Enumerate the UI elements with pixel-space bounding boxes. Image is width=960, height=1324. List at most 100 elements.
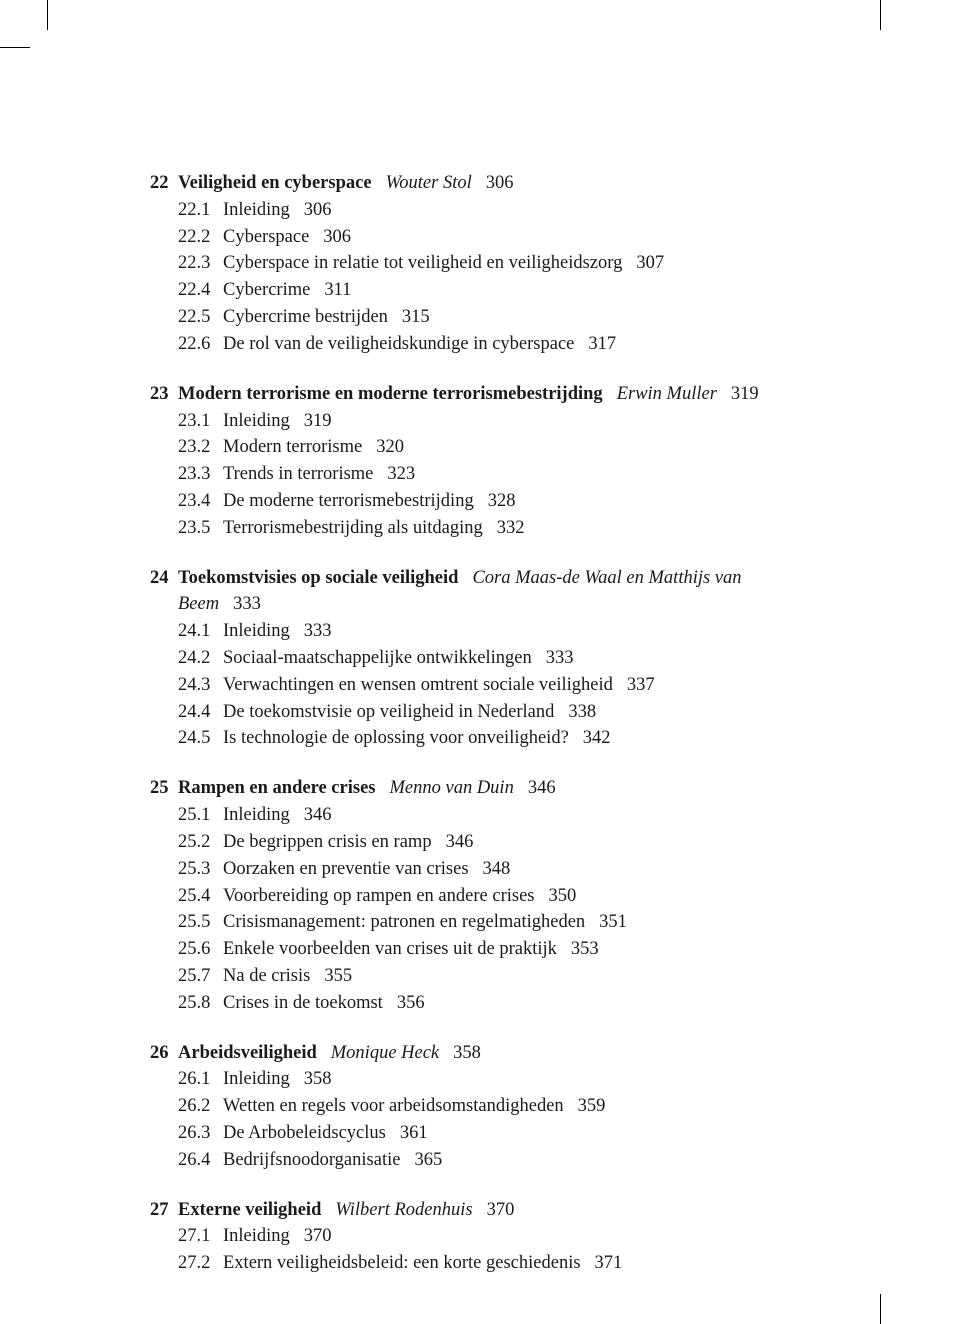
chapter-title: Externe veiligheid	[178, 1197, 321, 1224]
section-page: 315	[402, 304, 430, 331]
section-page: 337	[627, 672, 655, 699]
section-entry: 26.4Bedrijfsnoodorganisatie 365	[178, 1147, 820, 1174]
chapter-number: 22	[150, 170, 178, 197]
section-entry: 23.3Trends in terrorisme323	[178, 461, 820, 488]
section-entry: 24.5Is technologie de oplossing voor onv…	[178, 725, 820, 752]
chapter-page: 346	[528, 775, 556, 802]
section-title: Wetten en regels voor arbeidsomstandighe…	[223, 1093, 564, 1120]
author-cont-text: Beem	[178, 594, 219, 614]
chapter-page: 319	[731, 381, 759, 408]
section-page: 350	[548, 883, 576, 910]
chapter-page: 333	[233, 594, 261, 614]
section-number: 25.7	[178, 963, 223, 990]
section-title: Oorzaken en preventie van crises	[223, 856, 469, 883]
section-title: Inleiding	[223, 197, 290, 224]
section-number: 23.4	[178, 488, 223, 515]
chapter-block: 26ArbeidsveiligheidMonique Heck35826.1In…	[150, 1040, 820, 1174]
toc-page: 22Veiligheid en cyberspaceWouter Stol306…	[0, 0, 960, 1324]
section-page: 317	[588, 331, 616, 358]
section-page: 351	[599, 909, 627, 936]
section-number: 25.3	[178, 856, 223, 883]
chapter-title: Veiligheid en cyberspace	[178, 170, 372, 197]
section-page: 355	[324, 963, 352, 990]
section-number: 24.1	[178, 618, 223, 645]
section-number: 22.6	[178, 331, 223, 358]
section-title: De moderne terrorismebestrijding	[223, 488, 474, 515]
chapter-heading: 26ArbeidsveiligheidMonique Heck358	[150, 1040, 820, 1067]
chapter-block: 25Rampen en andere crisesMenno van Duin3…	[150, 775, 820, 1016]
section-page: 356	[397, 990, 425, 1017]
section-title: Cybercrime	[223, 277, 310, 304]
crop-mark	[0, 47, 30, 48]
section-entry: 24.4De toekomstvisie op veiligheid in Ne…	[178, 699, 820, 726]
section-number: 26.3	[178, 1120, 223, 1147]
section-page: 353	[571, 936, 599, 963]
section-page: 342	[583, 725, 611, 752]
section-entry: 22.5Cybercrime bestrijden315	[178, 304, 820, 331]
section-list: 23.1Inleiding31923.2Modern terrorisme320…	[178, 408, 820, 542]
section-page: 306	[304, 197, 332, 224]
section-entry: 26.2Wetten en regels voor arbeidsomstand…	[178, 1093, 820, 1120]
section-entry: 23.4De moderne terrorismebestrijding328	[178, 488, 820, 515]
section-title: De begrippen crisis en ramp	[223, 829, 432, 856]
section-list: 25.1Inleiding34625.2De begrippen crisis …	[178, 802, 820, 1017]
chapter-heading: 25Rampen en andere crisesMenno van Duin3…	[150, 775, 820, 802]
chapter-heading: 23Modern terrorisme en moderne terrorism…	[150, 381, 820, 408]
section-page: 358	[304, 1066, 332, 1093]
section-entry: 26.3De Arbobeleidscyclus361	[178, 1120, 820, 1147]
section-entry: 27.1Inleiding370	[178, 1223, 820, 1250]
chapter-title: Rampen en andere crises	[178, 775, 375, 802]
section-title: Inleiding	[223, 618, 290, 645]
section-page: 306	[323, 224, 351, 251]
section-number: 26.4	[178, 1147, 223, 1174]
section-page: 361	[400, 1120, 428, 1147]
section-title: Extern veiligheidsbeleid: een korte gesc…	[223, 1250, 581, 1277]
section-number: 22.3	[178, 250, 223, 277]
chapter-author: Monique Heck	[331, 1040, 439, 1067]
chapter-number: 24	[150, 565, 178, 592]
section-title: Sociaal-maatschappelijke ontwikkelingen	[223, 645, 532, 672]
section-title: Bedrijfsnoodorganisatie	[223, 1147, 400, 1174]
section-page: 332	[497, 515, 525, 542]
section-entry: 25.3Oorzaken en preventie van crises348	[178, 856, 820, 883]
section-list: 27.1Inleiding37027.2Extern veiligheidsbe…	[178, 1223, 820, 1277]
section-page: 320	[376, 434, 404, 461]
section-entry: 25.8Crises in de toekomst356	[178, 990, 820, 1017]
chapter-block: 23Modern terrorisme en moderne terrorism…	[150, 381, 820, 542]
section-entry: 25.6Enkele voorbeelden van crises uit de…	[178, 936, 820, 963]
section-title: Crisismanagement: patronen en regelmatig…	[223, 909, 585, 936]
chapter-number: 25	[150, 775, 178, 802]
section-number: 27.2	[178, 1250, 223, 1277]
section-number: 25.5	[178, 909, 223, 936]
section-page: 319	[304, 408, 332, 435]
section-title: Inleiding	[223, 1223, 290, 1250]
section-number: 24.3	[178, 672, 223, 699]
section-entry: 23.1Inleiding319	[178, 408, 820, 435]
section-page: 359	[578, 1093, 606, 1120]
section-number: 22.4	[178, 277, 223, 304]
section-entry: 22.2Cyberspace306	[178, 224, 820, 251]
section-page: 311	[324, 277, 351, 304]
chapter-author: Wilbert Rodenhuis	[335, 1197, 472, 1224]
section-list: 26.1Inleiding35826.2Wetten en regels voo…	[178, 1066, 820, 1173]
chapter-number: 23	[150, 381, 178, 408]
chapter-block: 27Externe veiligheidWilbert Rodenhuis370…	[150, 1197, 820, 1277]
section-number: 22.2	[178, 224, 223, 251]
section-entry: 26.1Inleiding358	[178, 1066, 820, 1093]
chapter-title: Arbeidsveiligheid	[178, 1040, 317, 1067]
section-page: 333	[304, 618, 332, 645]
section-entry: 25.4Voorbereiding op rampen en andere cr…	[178, 883, 820, 910]
section-title: Voorbereiding op rampen en andere crises	[223, 883, 534, 910]
chapter-page: 370	[487, 1197, 515, 1224]
section-number: 24.5	[178, 725, 223, 752]
section-page: 365	[414, 1147, 442, 1174]
section-page: 371	[595, 1250, 623, 1277]
section-entry: 24.1Inleiding 333	[178, 618, 820, 645]
section-title: Na de crisis	[223, 963, 310, 990]
section-entry: 25.7Na de crisis 355	[178, 963, 820, 990]
section-entry: 23.5Terrorismebestrijding als uitdaging3…	[178, 515, 820, 542]
section-title: Crises in de toekomst	[223, 990, 383, 1017]
section-list: 22.1Inleiding30622.2Cyberspace30622.3Cyb…	[178, 197, 820, 358]
section-number: 24.4	[178, 699, 223, 726]
section-page: 346	[304, 802, 332, 829]
